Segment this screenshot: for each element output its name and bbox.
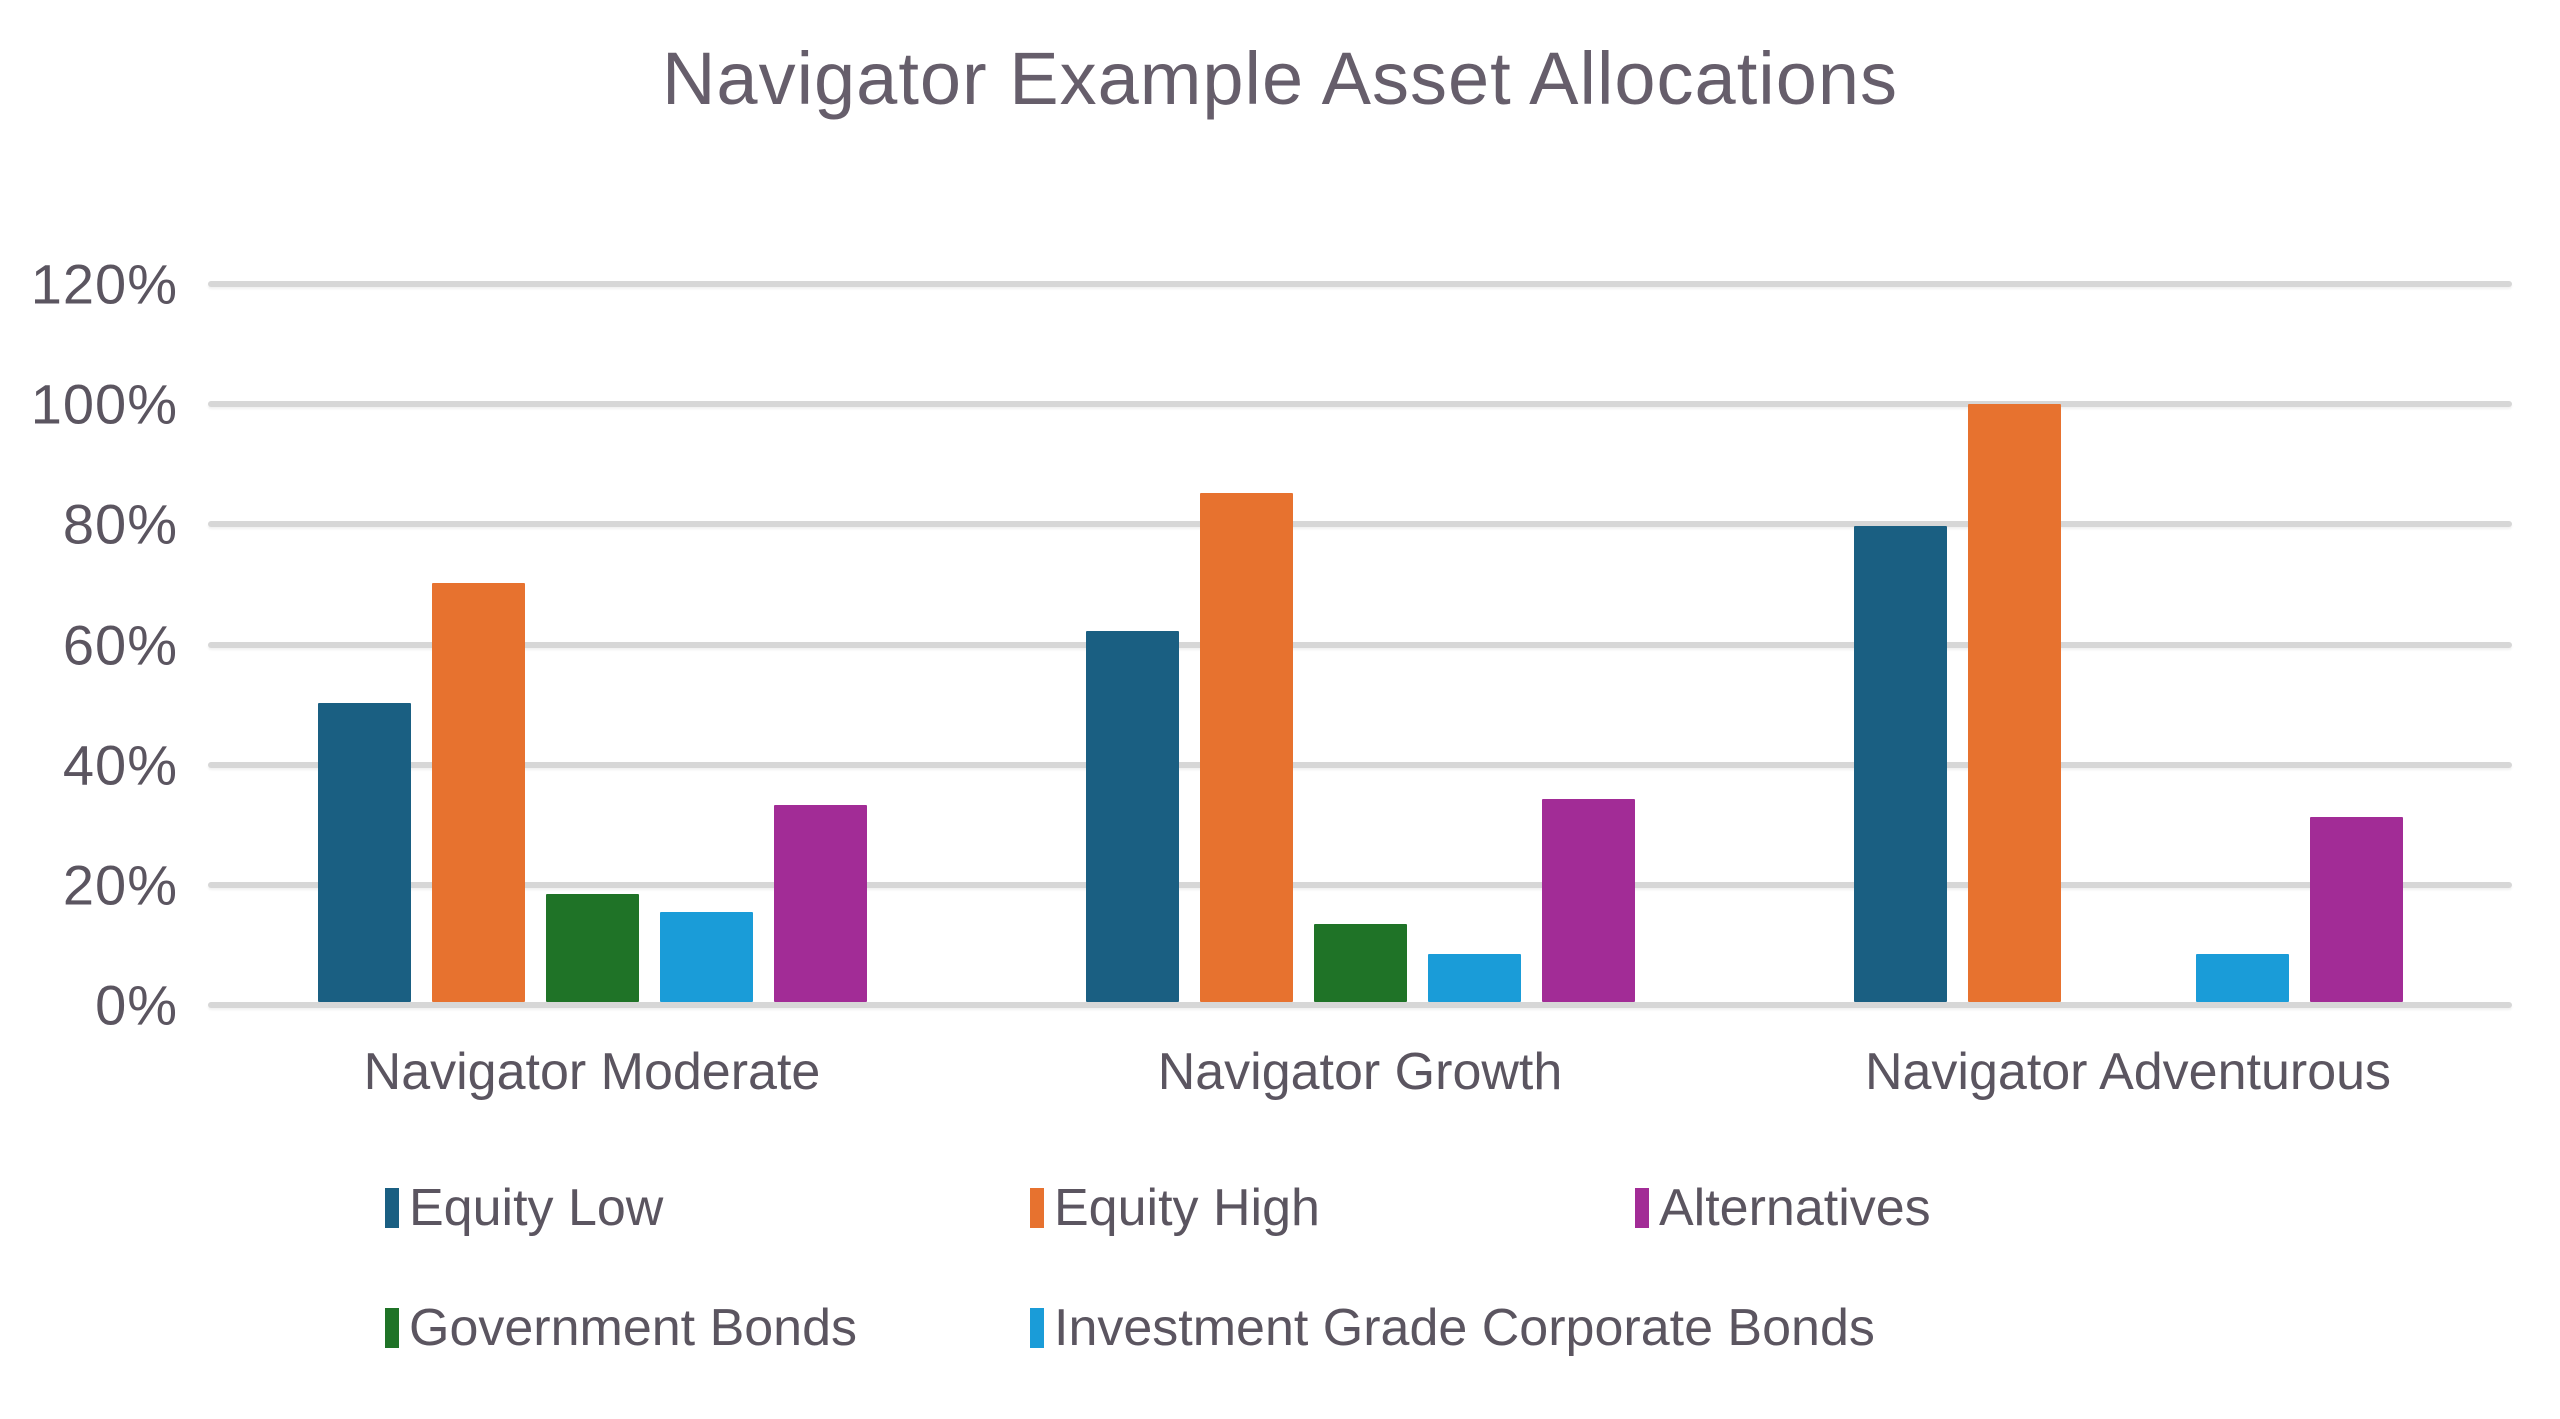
gridline-80 xyxy=(208,521,2512,528)
legend-marker-equity-low xyxy=(385,1188,399,1228)
legend-label-equity-high: Equity High xyxy=(1054,1179,1320,1237)
bar-equity-low-navigator-adventurous xyxy=(1853,526,1947,1002)
y-tick-20: 20% xyxy=(62,853,178,917)
bar-government-bonds-navigator-moderate xyxy=(545,894,639,1002)
x-label-navigator-adventurous: Navigator Adventurous xyxy=(1864,1043,2392,1101)
chart-title: Navigator Example Asset Allocations xyxy=(661,37,1899,120)
legend-item-alternatives: Alternatives xyxy=(1635,1179,1931,1237)
legend-item-equity-high: Equity High xyxy=(1030,1179,1320,1237)
gridline-60 xyxy=(208,641,2512,648)
gridline-20 xyxy=(208,881,2512,888)
bar-alternatives-navigator-adventurous xyxy=(2309,816,2403,1002)
bar-government-bonds-navigator-growth xyxy=(1313,924,1407,1002)
bar-alternatives-navigator-moderate xyxy=(773,804,867,1002)
bar-groups xyxy=(208,284,2512,1002)
gridline-100 xyxy=(208,401,2512,408)
bar-alternatives-navigator-growth xyxy=(1541,798,1635,1002)
y-tick-80: 80% xyxy=(62,492,178,556)
y-tick-40: 40% xyxy=(62,733,178,797)
legend-item-equity-low: Equity Low xyxy=(385,1179,664,1237)
plot-area xyxy=(208,281,2512,1008)
bar-investment-grade-corporate-bonds-navigator-moderate xyxy=(659,912,753,1002)
gridline-120 xyxy=(208,281,2512,287)
legend-label-alternatives: Alternatives xyxy=(1659,1179,1931,1237)
y-tick-120: 120% xyxy=(30,252,178,316)
bar-investment-grade-corporate-bonds-navigator-growth xyxy=(1427,954,1521,1002)
legend-item-government-bonds: Government Bonds xyxy=(385,1299,858,1357)
gridlines xyxy=(208,281,2512,1008)
legend-label-government-bonds: Government Bonds xyxy=(409,1299,858,1357)
legend-marker-alternatives xyxy=(1635,1188,1649,1228)
legend-marker-equity-high xyxy=(1030,1188,1044,1228)
legend-item-investment-grade-corporate-bonds: Investment Grade Corporate Bonds xyxy=(1030,1299,1875,1357)
gridline-0 xyxy=(208,1002,2512,1008)
legend-label-equity-low: Equity Low xyxy=(409,1179,664,1237)
y-tick-0: 0% xyxy=(95,973,178,1037)
y-axis: 0% 20% 40% 60% 80% 100% 120% xyxy=(0,253,178,1037)
bar-equity-high-navigator-moderate xyxy=(431,583,525,1002)
x-label-navigator-growth: Navigator Growth xyxy=(1157,1043,1563,1101)
bar-group-navigator-growth xyxy=(976,284,1744,1002)
x-axis: Navigator Moderate Navigator Growth Naviga… xyxy=(208,1042,2512,1102)
legend-label-investment-grade-corporate-bonds: Investment Grade Corporate Bonds xyxy=(1054,1299,1875,1357)
bar-equity-low-navigator-moderate xyxy=(317,702,411,1002)
bar-equity-low-navigator-growth xyxy=(1085,631,1179,1002)
bar-investment-grade-corporate-bonds-navigator-adventurous xyxy=(2195,954,2289,1002)
bar-group-navigator-adventurous xyxy=(1744,284,2512,1002)
legend-marker-investment-grade-corporate-bonds xyxy=(1030,1308,1044,1348)
legend-marker-government-bonds xyxy=(385,1308,399,1348)
y-tick-60: 60% xyxy=(62,613,178,676)
bar-equity-high-navigator-adventurous xyxy=(1967,403,2061,1002)
y-tick-100: 100% xyxy=(30,372,178,436)
x-label-navigator-moderate: Navigator Moderate xyxy=(363,1043,821,1101)
gridline-40 xyxy=(208,761,2512,768)
bar-equity-high-navigator-growth xyxy=(1199,493,1293,1002)
bar-group-navigator-moderate xyxy=(208,284,976,1002)
